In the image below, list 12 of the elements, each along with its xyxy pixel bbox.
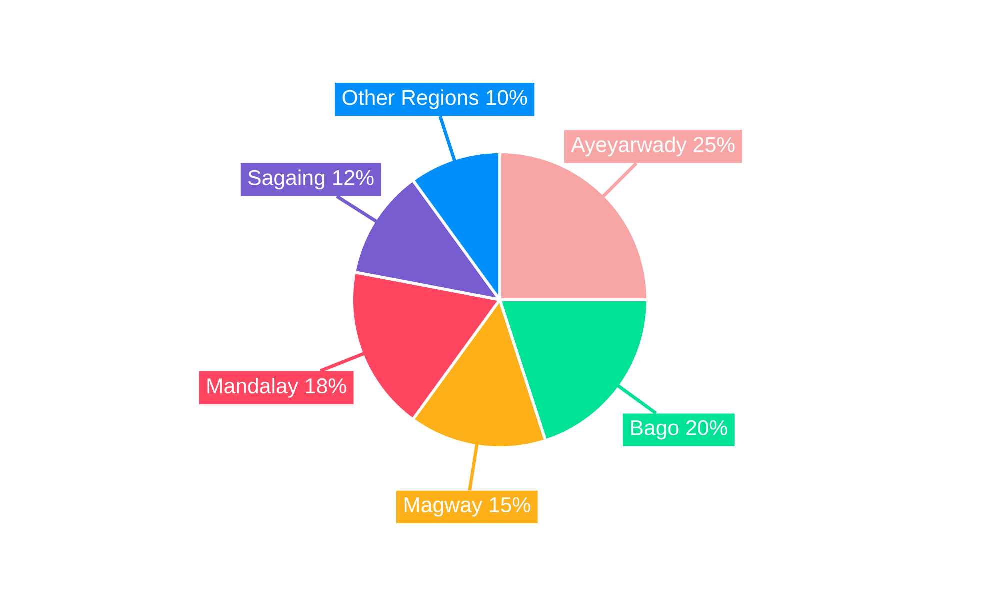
- slice-label: Magway: [404, 498, 483, 517]
- slice-label: Bago: [632, 420, 679, 440]
- data-label: 10%: [486, 90, 528, 106]
- slice-label: Mandalay: [208, 378, 298, 398]
- data-label: 12%: [333, 170, 374, 186]
- data-label: 25%: [694, 137, 735, 152]
- data-label: 15%: [490, 498, 530, 513]
- slice-label: Other Regions: [342, 90, 479, 110]
- data-label: 18%: [306, 378, 346, 394]
- slice-label: Ayeyarwady: [571, 136, 687, 157]
- slice-label: Sagaing: [248, 170, 324, 190]
- data-label: 20%: [686, 420, 728, 436]
